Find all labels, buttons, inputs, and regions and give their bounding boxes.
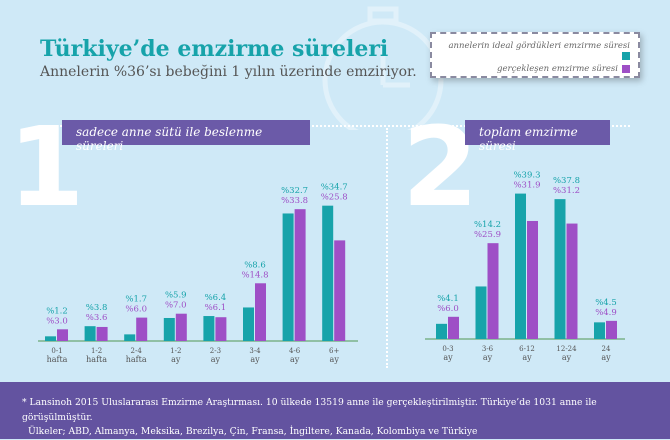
bar-actual bbox=[255, 283, 266, 341]
data-label: %1.2 bbox=[46, 306, 68, 316]
bar-actual bbox=[57, 329, 68, 341]
tick-label: ay bbox=[290, 355, 300, 364]
tick-label: 3-6 bbox=[482, 345, 494, 353]
tick-label: ay bbox=[211, 355, 221, 364]
tick-label: ay bbox=[330, 355, 340, 364]
tick-label: ay bbox=[250, 355, 260, 364]
footer: * Lansinoh 2015 Uluslararası Emzirme Ara… bbox=[0, 382, 670, 439]
bar-actual bbox=[175, 313, 187, 341]
bar-ideal bbox=[554, 199, 566, 339]
data-label: %7.0 bbox=[165, 301, 187, 311]
data-label: %25.9 bbox=[474, 230, 501, 240]
data-label: %6.0 bbox=[125, 305, 147, 315]
bar-ideal bbox=[84, 326, 96, 341]
bar-ideal bbox=[515, 193, 526, 339]
section2-banner: toplam emzirme süresi bbox=[465, 120, 610, 153]
tick-label: 6+ bbox=[329, 347, 339, 355]
teal-swatch-icon bbox=[622, 51, 630, 60]
tick-label: ay bbox=[443, 353, 453, 362]
data-label: %39.3 bbox=[513, 171, 540, 181]
bar-actual bbox=[448, 316, 459, 339]
legend: annelerin ideal gördükleri emzirme süres… bbox=[430, 32, 640, 78]
data-label: %33.8 bbox=[281, 196, 308, 206]
data-label: %1.7 bbox=[125, 295, 147, 305]
vertical-divider bbox=[386, 128, 388, 368]
section1-banner: sadece anne sütü ile beslenme süreleri bbox=[62, 120, 310, 153]
data-label: %31.2 bbox=[553, 186, 580, 196]
tick-label: 1-2 bbox=[170, 347, 181, 355]
bar-actual bbox=[215, 317, 227, 341]
page-title: Türkiye’de emzirme süreleri bbox=[40, 36, 389, 62]
bar-ideal bbox=[243, 307, 254, 341]
tick-label: 3-4 bbox=[249, 347, 261, 355]
data-label: %4.5 bbox=[595, 298, 617, 308]
tick-label: 2-3 bbox=[210, 347, 221, 355]
data-label: %3.6 bbox=[86, 313, 108, 323]
data-label: %3.8 bbox=[86, 303, 108, 313]
bar-ideal bbox=[282, 213, 294, 341]
legend-item-actual: gerçekleşen emzirme süresi bbox=[440, 64, 630, 74]
data-label: %6.0 bbox=[437, 304, 459, 314]
data-label: %6.1 bbox=[205, 303, 227, 313]
bar-ideal bbox=[322, 205, 334, 341]
footer-countries: Ülkeler; ABD, Almanya, Meksika, Brezilya… bbox=[28, 426, 478, 438]
page-subtitle: Annelerin %36’sı bebeğini 1 yılın üzerin… bbox=[40, 64, 417, 80]
tick-label: 6-12 bbox=[519, 345, 535, 353]
bar-actual bbox=[566, 223, 578, 339]
bar-ideal bbox=[124, 334, 136, 341]
divider bbox=[40, 125, 630, 127]
bar-ideal bbox=[594, 322, 605, 339]
tick-label: 2-4 bbox=[131, 347, 143, 355]
tick-label: ay bbox=[522, 353, 532, 362]
footer-source: * Lansinoh 2015 Uluslararası Emzirme Ara… bbox=[22, 397, 597, 423]
stopwatch-illustration bbox=[322, 6, 444, 130]
tick-label: 24 bbox=[602, 345, 611, 353]
bar-actual bbox=[606, 320, 617, 339]
tick-label: 0-3 bbox=[442, 345, 453, 353]
bar-ideal bbox=[436, 323, 447, 339]
bar-actual bbox=[96, 326, 108, 341]
bar-ideal bbox=[203, 316, 215, 341]
purple-swatch-icon bbox=[622, 64, 630, 73]
data-label: %3.0 bbox=[46, 316, 68, 326]
data-label: %31.9 bbox=[513, 181, 540, 191]
bar-actual bbox=[487, 243, 499, 339]
bar-actual bbox=[334, 240, 346, 341]
tick-label: hafta bbox=[86, 355, 107, 364]
bar-ideal bbox=[45, 336, 56, 341]
bar-ideal bbox=[163, 317, 175, 341]
data-label: %14.2 bbox=[474, 220, 501, 230]
tick-label: ay bbox=[601, 353, 611, 362]
data-label: %4.9 bbox=[595, 308, 617, 318]
tick-label: ay bbox=[562, 353, 572, 362]
data-label: %6.4 bbox=[205, 293, 227, 303]
data-label: %37.8 bbox=[553, 176, 580, 186]
data-label: %25.8 bbox=[321, 193, 348, 203]
tick-label: 0-1 bbox=[51, 347, 62, 355]
bar-actual bbox=[527, 220, 538, 339]
data-label: %5.9 bbox=[165, 291, 187, 301]
data-label: %32.7 bbox=[281, 186, 308, 196]
bar-actual bbox=[136, 317, 148, 341]
tick-label: ay bbox=[171, 355, 181, 364]
data-label: %8.6 bbox=[244, 260, 266, 270]
tick-label: hafta bbox=[47, 355, 68, 364]
tick-label: 12-24 bbox=[556, 345, 577, 353]
tick-label: 1-2 bbox=[91, 347, 102, 355]
data-label: %4.1 bbox=[437, 294, 459, 304]
data-label: %34.7 bbox=[321, 183, 348, 193]
bar-ideal bbox=[475, 286, 487, 339]
data-label: %14.8 bbox=[241, 270, 268, 280]
legend-item-ideal: annelerin ideal gördükleri emzirme süres… bbox=[440, 41, 630, 61]
tick-label: ay bbox=[483, 353, 493, 362]
bar-actual bbox=[294, 209, 306, 341]
tick-label: 4-6 bbox=[289, 347, 301, 355]
tick-label: hafta bbox=[126, 355, 147, 364]
